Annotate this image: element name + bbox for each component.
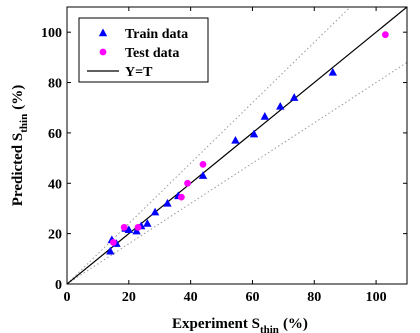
train-point bbox=[143, 219, 152, 227]
axes bbox=[66, 6, 408, 285]
y-tick-label: 40 bbox=[48, 177, 62, 192]
x-tick-label: 20 bbox=[122, 290, 136, 305]
test-point bbox=[109, 239, 117, 246]
train-point bbox=[132, 226, 141, 235]
identity-line bbox=[67, 7, 407, 284]
legend-train-marker bbox=[98, 28, 108, 37]
plot-frame bbox=[66, 6, 408, 285]
x-tick-label: 40 bbox=[184, 290, 198, 305]
y-tick-label: 0 bbox=[55, 278, 62, 293]
train-point bbox=[124, 225, 134, 234]
legend: Train data Test data Y=T bbox=[78, 17, 209, 83]
y-tick-label: 20 bbox=[48, 228, 62, 243]
test-point bbox=[120, 223, 128, 231]
x-tick-label: 80 bbox=[307, 290, 321, 305]
plot-area bbox=[67, 7, 407, 284]
train-point bbox=[150, 207, 160, 216]
train-point bbox=[163, 198, 172, 207]
train-point bbox=[289, 93, 299, 101]
train-point bbox=[198, 171, 208, 179]
test-point bbox=[177, 193, 185, 201]
x-tick-label: 0 bbox=[64, 290, 71, 305]
legend-test-marker bbox=[99, 48, 107, 56]
x-tick-label: 100 bbox=[366, 290, 387, 305]
train-point bbox=[249, 129, 259, 138]
legend-label: Train data bbox=[125, 27, 188, 42]
axis-titles: Experiment Sthin (%) Predicted Sthin(%) bbox=[10, 85, 308, 333]
test-point bbox=[134, 223, 142, 231]
train-point bbox=[106, 246, 115, 255]
y-tick-label: 80 bbox=[48, 77, 62, 92]
bound-line-2 bbox=[67, 61, 407, 284]
test-point bbox=[199, 160, 207, 168]
test-point bbox=[184, 179, 191, 187]
train-point bbox=[276, 101, 285, 110]
tick-labels: 0 20 40 60 80 100 0 20 40 60 80 100 bbox=[41, 26, 387, 305]
x-tick-label: 60 bbox=[245, 290, 259, 305]
train-point bbox=[231, 135, 240, 144]
legend-label: Test data bbox=[125, 46, 179, 61]
train-point bbox=[260, 112, 270, 120]
test-point bbox=[381, 31, 389, 39]
y-tick-label: 100 bbox=[41, 26, 62, 41]
train-point bbox=[328, 67, 338, 76]
x-axis-title: Experiment Sthin (%) bbox=[172, 316, 308, 333]
y-axis-title: Predicted Sthin(%) bbox=[10, 85, 30, 206]
y-tick-label: 60 bbox=[48, 127, 62, 142]
legend-label: Y=T bbox=[125, 65, 153, 80]
